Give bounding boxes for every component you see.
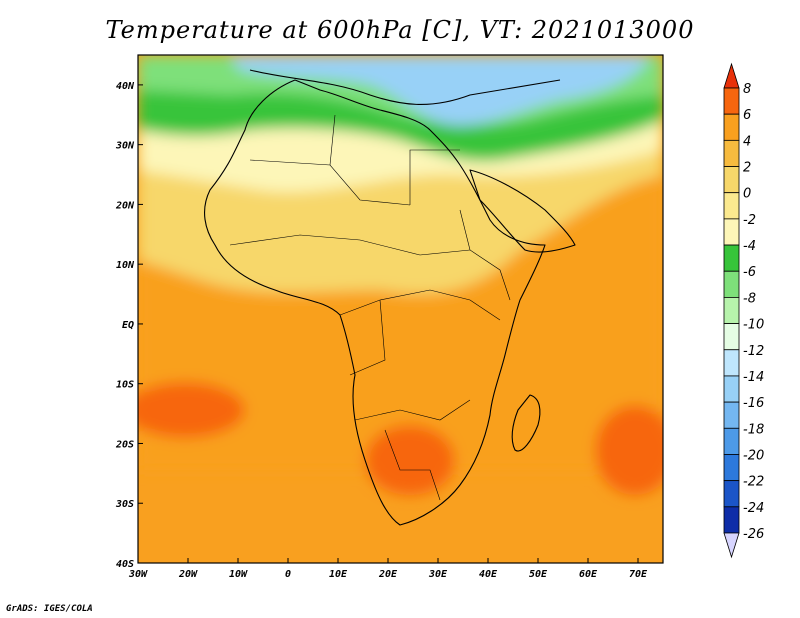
lon-tick-label: 10W — [229, 569, 248, 580]
region-red-orange-southern-africa — [365, 425, 455, 495]
sahel-border — [229, 234, 471, 256]
southern-border-2 — [384, 429, 441, 501]
central-border-1 — [339, 289, 501, 321]
colorbar-segment — [723, 139, 740, 167]
grads-credit: GrADS: IGES/COLA — [6, 604, 93, 614]
temperature-field — [138, 55, 663, 563]
lon-tick-label: 30E — [428, 569, 448, 580]
coastlines — [204, 69, 576, 526]
colorbar-label: 2 — [743, 161, 751, 176]
madagascar-coastline — [511, 394, 541, 452]
colorbar-segment — [723, 323, 740, 351]
colorbar-label: 4 — [743, 134, 751, 149]
mediterranean-coastline — [249, 69, 561, 106]
colorbar-segment — [723, 506, 740, 534]
colorbar-segment — [723, 87, 740, 115]
colorbar-label: -12 — [743, 344, 764, 359]
colorbar-label: 6 — [743, 108, 751, 123]
lat-tick-label: 40S — [116, 559, 134, 570]
colorbar-segment — [723, 454, 740, 482]
lon-tick-label: 30W — [128, 569, 148, 580]
lon-tick-label: 10E — [329, 569, 348, 580]
colorbar-label: -8 — [743, 291, 756, 306]
region-red-orange-south-atlantic — [138, 382, 245, 438]
colorbar-label: 0 — [743, 187, 751, 202]
plot-frame — [137, 54, 664, 564]
lat-tick-label: 10N — [116, 260, 135, 271]
lon-tick-label: 50E — [529, 569, 548, 580]
southern-border-1 — [354, 399, 471, 421]
colorbar-top-arrow — [723, 62, 740, 89]
lat-tick-label: 40N — [116, 81, 135, 92]
africa-coastline — [204, 79, 546, 526]
colorbar-bottom-arrow — [723, 532, 740, 559]
lat-tick-label: 20N — [115, 200, 135, 211]
lat-tick-label: 20S — [115, 439, 134, 450]
sahara-border-1 — [249, 159, 411, 206]
colorbar-label: -26 — [743, 527, 764, 542]
colorbar-label: 8 — [743, 82, 751, 97]
colorbar-segment — [723, 427, 740, 455]
colorbar-segment — [723, 244, 740, 272]
lon-tick-label: 70E — [629, 569, 648, 580]
colorbar-label: -18 — [743, 422, 764, 437]
region-red-orange-south-indian — [595, 405, 663, 495]
arabian-peninsula-coastline — [469, 169, 576, 253]
colorbar-segment — [723, 270, 740, 298]
colorbar-label: -14 — [743, 370, 764, 385]
colorbar-label: -22 — [743, 475, 764, 490]
colorbar-segment — [723, 297, 740, 324]
lon-tick-label: 20E — [378, 569, 398, 580]
region-blue-cold-core — [230, 55, 650, 126]
sahara-border-2 — [329, 114, 336, 166]
sahara-border-3 — [409, 149, 460, 205]
lon-tick-label: 0 — [285, 569, 291, 580]
east-border — [459, 209, 511, 301]
colorbar-label: -6 — [743, 265, 756, 280]
lat-tick-label: EQ — [122, 320, 134, 331]
colorbar-label: -24 — [743, 501, 764, 516]
colorbar-segment — [723, 401, 740, 429]
map-title: Temperature at 600hPa [C], VT: 202101300… — [105, 16, 695, 44]
lon-tick-label: 20W — [178, 569, 198, 580]
country-borders — [229, 114, 511, 501]
lat-tick-label: 30S — [115, 499, 134, 510]
lat-tick-label: 30N — [115, 141, 135, 152]
colorbar-segment — [723, 166, 740, 194]
lon-tick-label: 40E — [479, 569, 498, 580]
colorbar-label: -20 — [743, 448, 764, 463]
colorbar-segment — [723, 113, 740, 141]
colorbar: 8 6 4 2 0 -2 -4 -6 -8 -10 -12 -14 -16 -18 -20 -22 -24 -26 — [723, 62, 764, 559]
lat-tick-label: 10S — [116, 380, 134, 391]
colorbar-segment — [723, 480, 740, 508]
colorbar-segment — [723, 375, 740, 403]
latitude-axis: 40N 30N 20N 10N EQ 10S 20S 30S 40S — [115, 81, 143, 570]
colorbar-segment — [723, 192, 740, 220]
colorbar-label: -16 — [743, 396, 764, 411]
colorbar-label: -10 — [743, 318, 764, 333]
central-border-2 — [349, 299, 386, 376]
longitude-axis: 30W 20W 10W 0 10E 20E 30E 40E 50E 60E 70E — [128, 558, 648, 580]
colorbar-label: -4 — [743, 239, 756, 254]
colorbar-label: -2 — [743, 213, 756, 228]
colorbar-segment — [723, 349, 740, 377]
lon-tick-label: 60E — [579, 569, 598, 580]
colorbar-segment — [723, 218, 740, 246]
